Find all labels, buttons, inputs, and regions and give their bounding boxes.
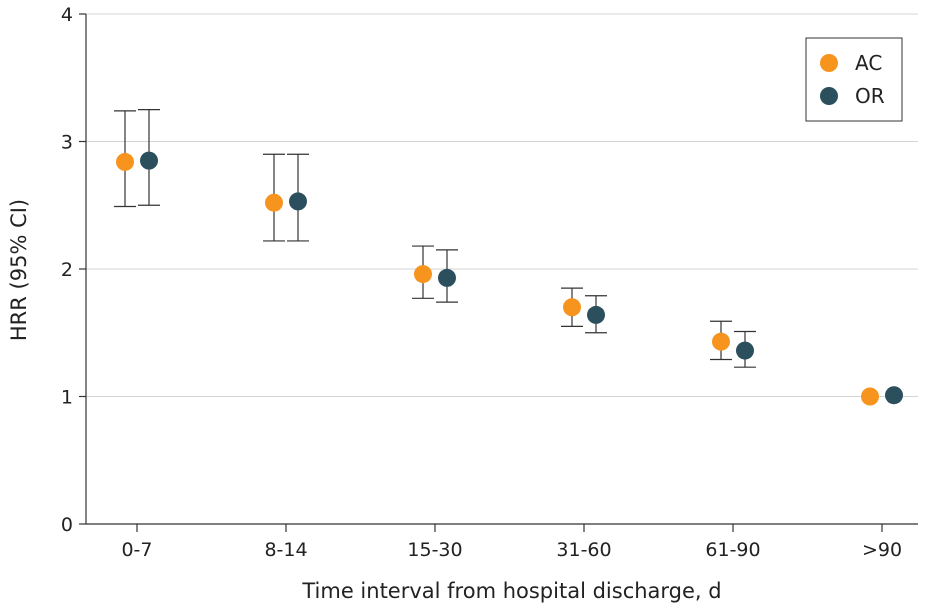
- legend-label-ac: AC: [855, 51, 882, 75]
- x-tick-label: 31-60: [556, 539, 611, 561]
- data-point: [885, 386, 903, 405]
- legend-label-or: OR: [855, 84, 885, 108]
- data-points: [116, 151, 903, 406]
- grid-lines: [86, 13, 918, 397]
- y-tick-label: 1: [61, 387, 73, 409]
- x-tick-label: 8-14: [264, 539, 307, 561]
- data-point: [712, 332, 730, 351]
- x-axis-title: Time interval from hospital discharge, d: [301, 579, 721, 603]
- y-tick-label: 0: [61, 514, 73, 536]
- x-tick-label: >90: [862, 539, 902, 561]
- x-tick-label: 0-7: [121, 539, 152, 561]
- x-tick-label: 15-30: [407, 539, 462, 561]
- legend-box: [805, 37, 903, 122]
- data-point: [140, 151, 158, 170]
- y-axis-title: HRR (95% CI): [7, 199, 31, 341]
- x-tick-label: 61-90: [705, 539, 760, 561]
- y-axis-ticks: 0 1 2 3 4: [61, 4, 86, 536]
- y-tick-label: 2: [61, 259, 73, 281]
- data-point: [289, 192, 307, 211]
- data-point: [736, 341, 754, 360]
- x-axis-ticks: 0-7 8-14 15-30 31-60 61-90 >90: [121, 524, 902, 561]
- data-point: [563, 298, 581, 317]
- data-point: [438, 268, 456, 287]
- legend-marker-or: [820, 87, 838, 105]
- legend: AC OR: [805, 37, 903, 122]
- data-point: [414, 265, 432, 284]
- y-tick-label: 3: [61, 132, 73, 154]
- data-point: [265, 193, 283, 212]
- error-bars: [114, 109, 756, 368]
- y-tick-label: 4: [61, 4, 73, 26]
- data-point: [587, 305, 605, 324]
- data-point: [116, 152, 134, 171]
- legend-marker-ac: [820, 54, 838, 72]
- data-point: [861, 387, 879, 406]
